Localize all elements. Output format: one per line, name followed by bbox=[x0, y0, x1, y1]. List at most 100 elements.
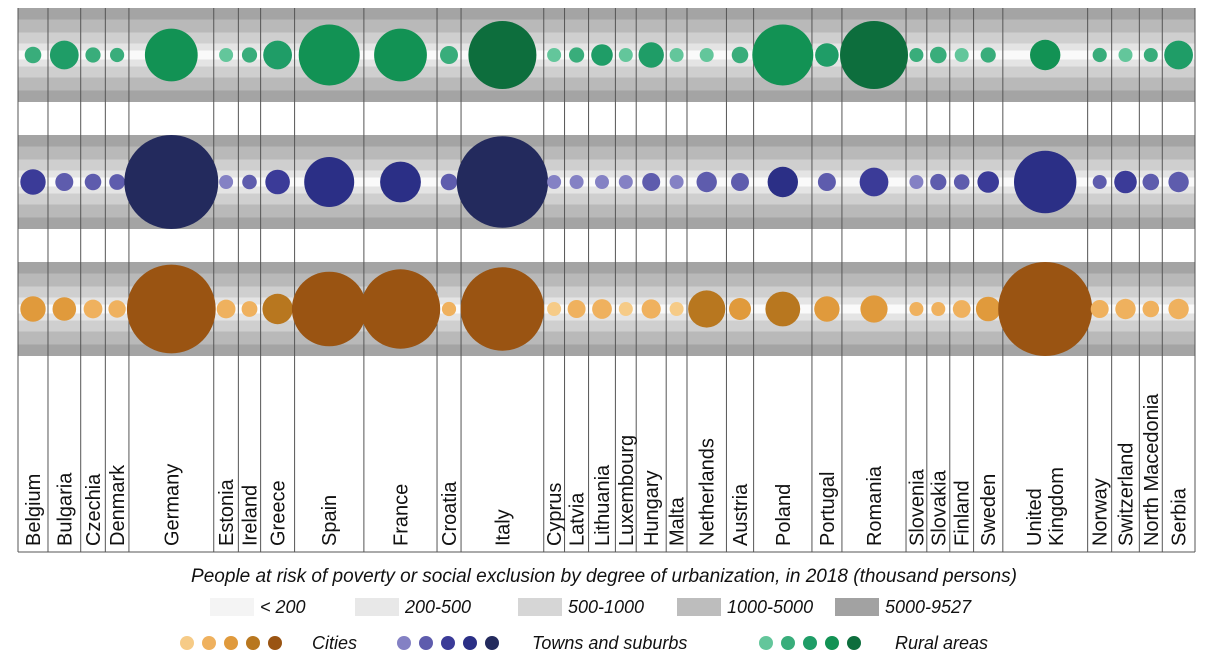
country-label: Slovenia bbox=[906, 468, 928, 546]
bubble-cities-germany bbox=[126, 264, 216, 354]
bubble-towns-and-suburbs-belgium bbox=[20, 169, 46, 195]
bubble-towns-and-suburbs-denmark bbox=[109, 174, 125, 190]
bubble-rural-areas-denmark bbox=[110, 47, 125, 63]
bubble-towns-and-suburbs-serbia bbox=[1168, 171, 1189, 193]
country-labels: Belgium Bulgaria Czechia Denmark Germany Esto… bbox=[23, 393, 1191, 546]
bubble-rural-areas-sweden bbox=[980, 47, 996, 63]
bubble-rural-areas-hungary bbox=[638, 42, 664, 68]
bubbles bbox=[20, 21, 1193, 356]
country-label: Estonia bbox=[216, 478, 238, 546]
color-swatch bbox=[224, 636, 238, 650]
bubble-cities-austria bbox=[729, 298, 751, 320]
bubble-towns-and-suburbs-ireland bbox=[242, 174, 257, 190]
size-swatch bbox=[210, 598, 254, 616]
bubble-towns-and-suburbs-romania bbox=[859, 167, 889, 197]
bubble-cities-slovenia bbox=[909, 302, 924, 316]
country-label: Belgium bbox=[23, 474, 45, 546]
bubble-towns-and-suburbs-france bbox=[380, 161, 421, 203]
size-swatch bbox=[355, 598, 399, 616]
size-swatch bbox=[518, 598, 562, 616]
bubble-cities-latvia bbox=[567, 300, 586, 318]
country-label: Latvia bbox=[567, 492, 589, 546]
bubble-towns-and-suburbs-finland bbox=[953, 174, 970, 190]
color-swatch bbox=[825, 636, 839, 650]
color-swatch bbox=[397, 636, 411, 650]
color-legend-label: Cities bbox=[312, 633, 357, 653]
country-label: Romania bbox=[864, 465, 886, 546]
bubble-cities-greece bbox=[262, 293, 293, 325]
country-label: Sweden bbox=[978, 474, 1000, 546]
country-label: Luxembourg bbox=[616, 435, 638, 546]
bubble-cities-lithuania bbox=[592, 299, 612, 319]
bubble-towns-and-suburbs-sweden bbox=[977, 171, 999, 193]
bubble-cities-belgium bbox=[20, 296, 46, 322]
color-swatch bbox=[268, 636, 282, 650]
bubble-cities-switzerland bbox=[1115, 298, 1136, 320]
bubble-towns-and-suburbs-poland bbox=[767, 166, 798, 198]
country-label: United bbox=[1024, 488, 1046, 546]
bubble-cities-portugal bbox=[814, 296, 840, 322]
bubble-cities-luxembourg bbox=[618, 302, 633, 316]
bubble-rural-areas-netherlands bbox=[699, 48, 714, 62]
bubble-towns-and-suburbs-slovakia bbox=[930, 173, 947, 191]
size-legend-label: 200-500 bbox=[404, 597, 471, 617]
country-label: North Macedonia bbox=[1141, 393, 1163, 546]
country-label: Lithuania bbox=[592, 464, 614, 546]
country-label: Czechia bbox=[83, 473, 105, 546]
bubble-rural-areas-latvia bbox=[569, 47, 585, 63]
country-label: France bbox=[390, 484, 412, 546]
bubble-rural-areas-united-kingdom bbox=[1030, 39, 1061, 71]
color-swatch bbox=[441, 636, 455, 650]
bubble-towns-and-suburbs-malta bbox=[669, 175, 684, 189]
bubble-rural-areas-slovakia bbox=[930, 46, 947, 64]
color-swatch bbox=[847, 636, 861, 650]
bubble-towns-and-suburbs-luxembourg bbox=[618, 175, 633, 189]
bubble-towns-and-suburbs-croatia bbox=[440, 173, 458, 191]
country-label: Cyprus bbox=[544, 483, 566, 546]
country-label: Kingdom bbox=[1046, 467, 1068, 546]
bubble-rural-areas-finland bbox=[954, 48, 969, 62]
bubble-rural-areas-norway bbox=[1092, 47, 1107, 63]
bubble-cities-czechia bbox=[83, 299, 103, 319]
color-legend: Cities Towns and suburbs Rural areas bbox=[180, 633, 988, 653]
bubble-rural-areas-north-macedonia bbox=[1143, 48, 1158, 62]
bubble-towns-and-suburbs-cyprus bbox=[547, 175, 562, 189]
bubble-cities-poland bbox=[765, 291, 801, 327]
bubble-towns-and-suburbs-estonia bbox=[219, 175, 234, 189]
bubble-cities-bulgaria bbox=[52, 297, 77, 321]
bubble-towns-and-suburbs-austria bbox=[731, 173, 749, 191]
bubble-rural-areas-spain bbox=[298, 24, 360, 86]
size-swatch bbox=[835, 598, 879, 616]
color-swatch bbox=[419, 636, 433, 650]
size-legend-label: < 200 bbox=[260, 597, 306, 617]
bubble-towns-and-suburbs-italy bbox=[456, 136, 549, 228]
bubble-rural-areas-switzerland bbox=[1118, 48, 1133, 62]
bubble-cities-north-macedonia bbox=[1142, 300, 1160, 318]
bubble-towns-and-suburbs-hungary bbox=[642, 173, 661, 191]
bubble-cities-malta bbox=[669, 302, 684, 316]
country-label: Malta bbox=[667, 496, 689, 546]
country-label: Hungary bbox=[641, 470, 663, 546]
size-legend: < 200 200-500 500-1000 1000-5000 5000-9527 bbox=[210, 597, 972, 617]
color-legend-label: Rural areas bbox=[895, 633, 988, 653]
chart-caption: People at risk of poverty or social excl… bbox=[191, 566, 1017, 587]
bubble-cities-denmark bbox=[108, 300, 126, 318]
bubble-cities-serbia bbox=[1168, 298, 1189, 320]
bubble-towns-and-suburbs-switzerland bbox=[1114, 170, 1137, 194]
country-label: Portugal bbox=[817, 472, 839, 547]
bubble-cities-estonia bbox=[216, 299, 236, 319]
bubble-cities-hungary bbox=[641, 299, 661, 319]
bubble-rural-areas-malta bbox=[669, 48, 684, 62]
country-label: Italy bbox=[492, 509, 514, 546]
bubble-cities-ireland bbox=[241, 301, 258, 317]
bubble-cities-norway bbox=[1090, 300, 1109, 318]
bubble-cities-finland bbox=[952, 300, 971, 318]
bubble-towns-and-suburbs-norway bbox=[1092, 175, 1107, 189]
country-label: Slovakia bbox=[928, 470, 950, 546]
bubble-rural-areas-romania bbox=[840, 21, 908, 89]
column-dividers bbox=[17, 8, 1196, 553]
country-label: Finland bbox=[952, 480, 974, 546]
bubble-towns-and-suburbs-slovenia bbox=[909, 175, 924, 189]
bubble-rural-areas-greece bbox=[263, 40, 292, 70]
